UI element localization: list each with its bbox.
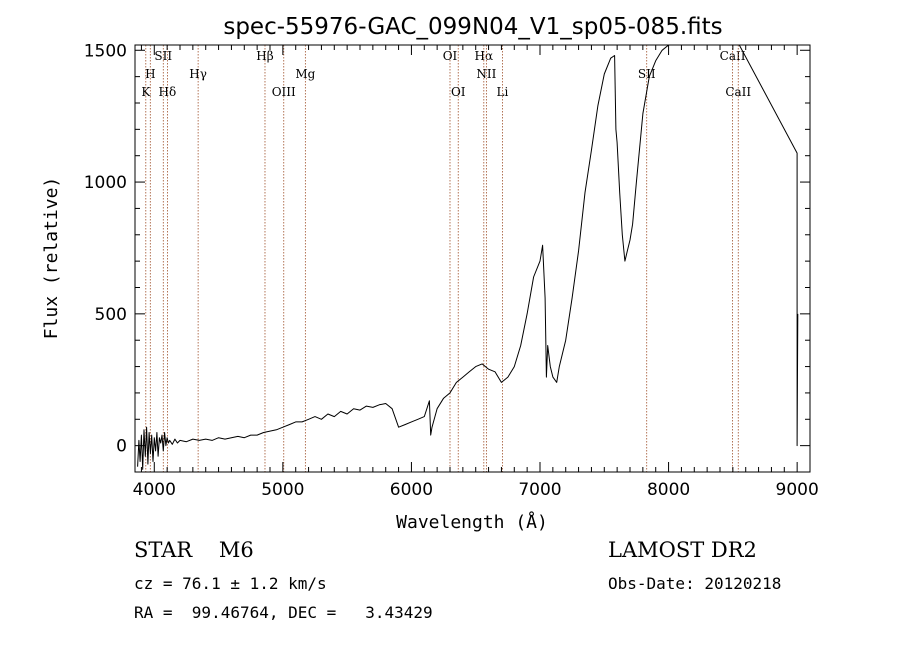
spectral-line-label: CaII: [720, 49, 746, 63]
x-tick-label: 7000: [518, 480, 561, 500]
object-class: STAR M6: [134, 538, 254, 562]
spectral-line-label: CaII: [725, 85, 751, 99]
spectral-line-label: SII: [638, 67, 656, 81]
x-tick-label: 5000: [261, 480, 304, 500]
x-tick-label: 6000: [390, 480, 433, 500]
spectral-line-label: Hδ: [159, 85, 177, 99]
spectral-line-label: Li: [497, 85, 509, 99]
spectral-line-label: OI: [451, 85, 466, 99]
survey-name: LAMOST DR2: [608, 538, 757, 562]
spectral-line-label: OIII: [272, 85, 296, 99]
spectral-line-label: OI: [443, 49, 458, 63]
spectral-line-label: SII: [154, 49, 172, 63]
y-tick-label: 500: [95, 305, 127, 325]
x-axis-label: Wavelength (Å): [396, 511, 548, 533]
spectral-line-label: H: [145, 67, 155, 81]
y-tick-label: 1500: [84, 41, 127, 61]
spectral-line-label: Hα: [475, 49, 494, 63]
spectral-line-label: K: [141, 85, 151, 99]
x-tick-label: 9000: [776, 480, 819, 500]
y-tick-label: 1000: [84, 173, 127, 193]
observation-date: Obs-Date: 20120218: [608, 574, 782, 593]
spectral-line-label: NII: [476, 67, 496, 81]
plot-frame: [134, 44, 811, 473]
y-axis: 0 500 1000 1500: [84, 41, 810, 473]
spectral-line-label: Hβ: [256, 49, 273, 63]
spectrum-line: [137, 45, 799, 470]
spectral-line-label: Hγ: [189, 67, 207, 81]
chart-title: spec-55976-GAC_099N04_V1_sp05-085.fits: [223, 14, 722, 40]
redshift-velocity: cz = 76.1 ± 1.2 km/s: [134, 574, 327, 593]
spectrum-series: [137, 45, 799, 470]
x-axis: 4000 5000 6000 7000 8000 9000: [133, 45, 819, 500]
coordinates: RA = 99.46764, DEC = 3.43429: [134, 603, 433, 622]
y-axis-label: Flux (relative): [41, 177, 62, 340]
y-tick-label: 0: [116, 437, 127, 457]
spectral-line-label: Mg: [295, 67, 315, 81]
x-tick-label: 8000: [647, 480, 690, 500]
x-tick-label: 4000: [133, 480, 176, 500]
